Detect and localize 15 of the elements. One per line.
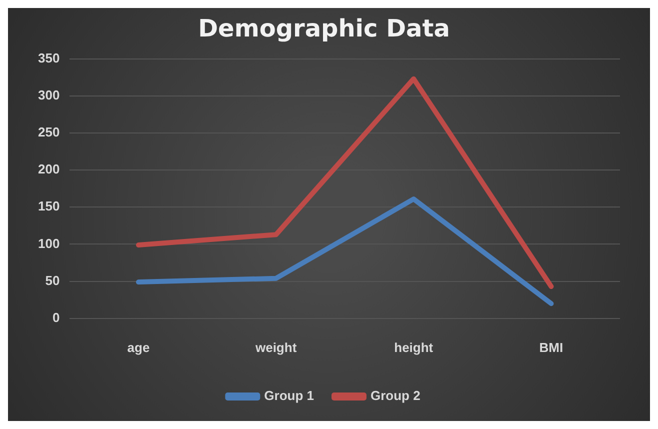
x-tick-label: age	[127, 340, 150, 355]
y-tick-label: 0	[52, 310, 60, 325]
legend-label: Group 2	[370, 388, 420, 404]
y-tick-label: 100	[38, 236, 60, 251]
y-tick-label: 50	[45, 272, 60, 288]
legend-label: Group 1	[264, 388, 314, 404]
y-tick-label: 350	[38, 50, 60, 66]
y-tick-label: 250	[38, 124, 60, 140]
x-tick-label: BMI	[539, 340, 564, 355]
x-tick-label: weight	[254, 340, 298, 355]
chart-title: Demographic Data	[198, 14, 450, 43]
x-tick-label: height	[394, 340, 434, 355]
y-tick-label: 300	[38, 87, 60, 102]
y-tick-label: 150	[38, 198, 60, 214]
y-tick-label: 200	[38, 162, 60, 177]
